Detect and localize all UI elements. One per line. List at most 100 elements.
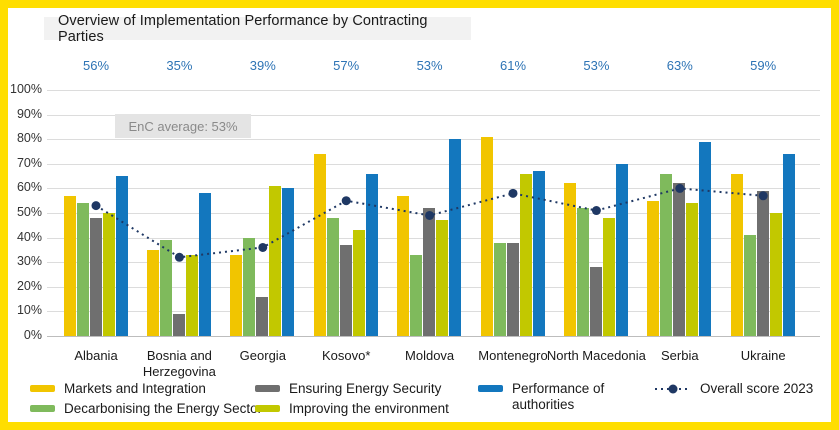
bar-improving-the-environment: [269, 185, 282, 336]
legend-item-performance-of-authorities: Performance of authorities: [478, 381, 612, 413]
bar-improving-the-environment: [686, 203, 699, 336]
bar-performance-of-authorities: [532, 171, 545, 336]
legend-item-ensuring-energy-security: Ensuring Energy Security: [255, 381, 441, 397]
bar-improving-the-environment: [519, 173, 532, 336]
bar-improving-the-environment: [602, 217, 615, 336]
overall-score-point: [91, 201, 101, 211]
overall-score-label: 53%: [416, 58, 443, 73]
legend-item-markets-and-integration: Markets and Integration: [30, 381, 206, 397]
overall-score-label: 35%: [166, 58, 193, 73]
markets-and-integration-swatch-icon: [30, 385, 55, 392]
y-axis-tick-label: 90%: [16, 106, 42, 121]
bar-decarbonising-the-energy-sector: [410, 254, 423, 336]
bar-decarbonising-the-energy-sector: [493, 242, 506, 336]
bar-ensuring-energy-security: [423, 208, 436, 336]
bar-performance-of-authorities: [449, 139, 462, 336]
bar-decarbonising-the-energy-sector: [76, 203, 89, 336]
x-axis-label-albania: Albania: [74, 348, 118, 363]
bar-performance-of-authorities: [115, 176, 128, 336]
bar-decarbonising-the-energy-sector: [743, 235, 756, 336]
bar-markets-and-integration: [563, 183, 576, 336]
chart-title: Overview of Implementation Performance b…: [58, 12, 428, 45]
overall-score-point: [341, 196, 351, 206]
bar-ensuring-energy-security: [589, 267, 602, 336]
bar-ensuring-energy-security: [339, 244, 352, 336]
bar-ensuring-energy-security: [506, 242, 519, 336]
x-axis-label-ukraine: Ukraine: [740, 348, 786, 363]
x-axis-label-kosovo: Kosovo*: [321, 348, 371, 363]
legend-item-improving-the-environment: Improving the environment: [255, 401, 449, 417]
bar-ensuring-energy-security: [172, 313, 185, 336]
bar-decarbonising-the-energy-sector: [243, 237, 256, 336]
overall-score-label: 56%: [82, 58, 110, 73]
y-axis-tick-label: 50%: [16, 205, 42, 219]
bar-performance-of-authorities: [282, 188, 295, 336]
bar-performance-of-authorities: [699, 141, 712, 336]
overall-score-label: 57%: [333, 58, 360, 73]
legend-label: Performance of authorities: [512, 381, 605, 412]
bar-performance-of-authorities: [198, 193, 211, 336]
x-axis-label-montenegro: Montenegro: [478, 348, 548, 363]
bar-markets-and-integration: [730, 173, 743, 336]
y-axis-tick-label: 80%: [16, 131, 42, 146]
legend-label: Ensuring Energy Security: [289, 381, 442, 396]
chart-title-band: Overview of Implementation Performance b…: [44, 13, 471, 45]
overall-score-label: 63%: [666, 58, 693, 73]
gridline-80: [47, 139, 820, 141]
bar-markets-and-integration: [480, 136, 493, 336]
bar-improving-the-environment: [769, 213, 782, 336]
overall-score-line-icon: [655, 384, 691, 394]
legend-item-decarbonising-the-energy-sector: Decarbonising the Energy Sector: [30, 401, 262, 417]
bar-ensuring-energy-security: [89, 217, 102, 336]
bar-markets-and-integration: [313, 153, 326, 336]
legend-label: Overall score 2023: [700, 381, 814, 396]
x-axis-label-georgia: Georgia: [239, 348, 286, 363]
overall-score-label: 61%: [499, 58, 527, 73]
bar-markets-and-integration: [647, 200, 660, 336]
x-axis-label-bosnia-and-herzegovina: Bosnia and Herzegovina: [142, 348, 216, 379]
bar-ensuring-energy-security: [756, 190, 769, 336]
bar-markets-and-integration: [63, 195, 76, 336]
overall-score-point: [508, 188, 518, 198]
bar-ensuring-energy-security: [673, 183, 686, 336]
y-axis-tick-label: 60%: [16, 180, 42, 195]
y-axis-tick-label: 100%: [10, 82, 42, 96]
legend-item-overall-score-2023: Overall score 2023: [655, 381, 813, 397]
y-axis-tick-label: 20%: [16, 278, 42, 293]
legend-label: Markets and Integration: [64, 381, 206, 396]
bar-markets-and-integration: [230, 254, 243, 336]
overall-score-point: [258, 242, 268, 252]
overall-score-point: [174, 252, 184, 262]
bar-performance-of-authorities: [365, 173, 378, 336]
bar-performance-of-authorities: [615, 163, 628, 336]
bar-ensuring-energy-security: [256, 296, 269, 336]
x-axis-label-serbia: Serbia: [661, 348, 699, 363]
bar-performance-of-authorities: [782, 153, 795, 336]
performance-of-authorities-swatch-icon: [478, 385, 503, 392]
overall-score-label: 53%: [583, 58, 610, 73]
y-axis-tick-label: 40%: [16, 229, 42, 244]
gridline-90: [47, 114, 820, 116]
bar-decarbonising-the-energy-sector: [660, 173, 673, 336]
y-axis-tick-label: 0%: [23, 328, 42, 342]
x-axis-label-moldova: Moldova: [405, 348, 455, 363]
legend-label: Improving the environment: [289, 401, 449, 416]
bar-improving-the-environment: [436, 220, 449, 336]
overall-score-label: 59%: [750, 58, 777, 73]
y-axis-tick-label: 10%: [16, 303, 42, 318]
enc-average-label: EnC average: 53%: [128, 118, 238, 134]
enc-average-badge: EnC average: 53%: [115, 114, 251, 138]
bar-decarbonising-the-energy-sector: [159, 240, 172, 336]
bar-improving-the-environment: [352, 230, 365, 336]
decarbonising-the-energy-sector-swatch-icon: [30, 405, 55, 412]
gridline-70: [47, 163, 820, 165]
y-axis-tick-label: 70%: [16, 155, 42, 170]
bar-improving-the-environment: [185, 254, 198, 336]
bar-decarbonising-the-energy-sector: [326, 217, 339, 336]
bar-markets-and-integration: [397, 195, 410, 336]
bar-decarbonising-the-energy-sector: [576, 208, 589, 336]
bar-markets-and-integration: [146, 249, 159, 336]
overall-score-label: 39%: [249, 58, 276, 73]
y-axis-tick-label: 30%: [16, 254, 42, 269]
